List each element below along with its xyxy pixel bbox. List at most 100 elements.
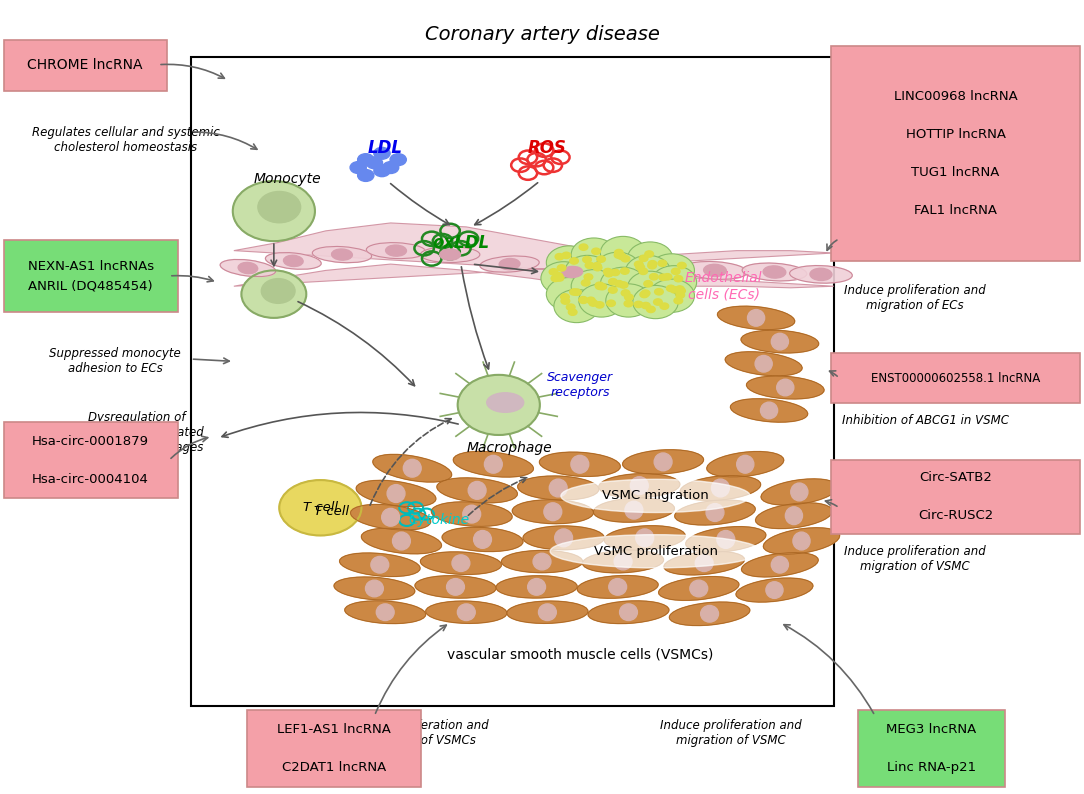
Ellipse shape — [339, 553, 420, 576]
Ellipse shape — [220, 260, 275, 276]
Ellipse shape — [737, 455, 753, 473]
Text: MEG3 lncRNA

Linc RNA-p21: MEG3 lncRNA Linc RNA-p21 — [886, 723, 977, 774]
Ellipse shape — [485, 455, 502, 473]
Text: VSMC proliferation: VSMC proliferation — [594, 545, 718, 558]
Ellipse shape — [480, 256, 539, 272]
Circle shape — [358, 170, 374, 181]
Circle shape — [625, 256, 671, 288]
Ellipse shape — [718, 306, 795, 330]
Text: NEXN-AS1 lncRNAs
ANRIL (DQ485454): NEXN-AS1 lncRNAs ANRIL (DQ485454) — [27, 260, 154, 292]
Ellipse shape — [731, 399, 808, 422]
Text: CHROME lncRNA: CHROME lncRNA — [27, 59, 143, 72]
Circle shape — [589, 300, 597, 306]
Ellipse shape — [386, 245, 406, 256]
Circle shape — [648, 260, 657, 267]
Ellipse shape — [680, 476, 761, 500]
Ellipse shape — [365, 580, 384, 597]
Ellipse shape — [421, 247, 480, 263]
Circle shape — [617, 253, 625, 260]
Ellipse shape — [622, 449, 704, 474]
Circle shape — [546, 246, 592, 279]
Ellipse shape — [468, 481, 486, 499]
Circle shape — [619, 282, 628, 288]
Circle shape — [675, 286, 684, 292]
Ellipse shape — [706, 503, 724, 522]
Text: Scavenger
receptors: Scavenger receptors — [546, 371, 612, 399]
Circle shape — [649, 274, 658, 280]
Circle shape — [586, 297, 595, 303]
Circle shape — [242, 271, 307, 318]
Ellipse shape — [615, 553, 632, 570]
Ellipse shape — [442, 527, 522, 552]
Circle shape — [678, 262, 686, 268]
Circle shape — [568, 309, 577, 315]
Ellipse shape — [533, 553, 551, 570]
Circle shape — [601, 237, 646, 270]
Ellipse shape — [810, 268, 831, 280]
Ellipse shape — [426, 601, 507, 623]
Circle shape — [640, 255, 648, 261]
Circle shape — [570, 258, 579, 264]
Text: Macrophage: Macrophage — [467, 441, 553, 456]
Circle shape — [390, 154, 406, 166]
Ellipse shape — [513, 499, 593, 523]
Ellipse shape — [674, 500, 756, 525]
Circle shape — [567, 304, 575, 310]
Circle shape — [383, 162, 399, 173]
FancyBboxPatch shape — [3, 422, 178, 499]
Ellipse shape — [238, 263, 258, 274]
Circle shape — [674, 298, 683, 304]
Ellipse shape — [392, 532, 411, 550]
Ellipse shape — [550, 479, 567, 497]
Circle shape — [562, 252, 570, 259]
Circle shape — [671, 268, 680, 275]
Ellipse shape — [555, 529, 572, 547]
Text: ENST00000602558.1 lncRNA: ENST00000602558.1 lncRNA — [870, 372, 1041, 384]
Text: Induce proliferation and
migration of VSMCs: Induce proliferation and migration of VS… — [347, 719, 489, 747]
Ellipse shape — [562, 267, 583, 278]
Ellipse shape — [440, 249, 461, 260]
Circle shape — [546, 278, 592, 310]
Circle shape — [571, 238, 617, 272]
Ellipse shape — [453, 452, 533, 477]
Ellipse shape — [741, 553, 818, 577]
Circle shape — [649, 279, 695, 312]
Ellipse shape — [636, 529, 654, 547]
Circle shape — [598, 283, 607, 290]
Circle shape — [640, 291, 648, 298]
Ellipse shape — [725, 352, 802, 376]
Ellipse shape — [447, 579, 464, 596]
Ellipse shape — [528, 579, 545, 596]
Ellipse shape — [598, 474, 680, 498]
Ellipse shape — [280, 480, 361, 535]
Circle shape — [658, 260, 667, 267]
Ellipse shape — [582, 550, 663, 572]
Circle shape — [634, 301, 643, 307]
Text: Induce proliferation and
migration of VSMC: Induce proliferation and migration of VS… — [844, 545, 985, 573]
Ellipse shape — [578, 576, 658, 598]
Circle shape — [601, 268, 646, 300]
Ellipse shape — [620, 604, 637, 621]
Ellipse shape — [437, 478, 517, 503]
Circle shape — [628, 242, 673, 276]
Circle shape — [608, 279, 617, 285]
Text: Induce proliferation and
migration of ECs: Induce proliferation and migration of EC… — [844, 284, 985, 312]
Circle shape — [607, 300, 616, 306]
Circle shape — [258, 191, 300, 223]
Circle shape — [615, 249, 623, 256]
Circle shape — [605, 271, 614, 277]
Circle shape — [646, 306, 655, 313]
FancyBboxPatch shape — [830, 47, 1081, 261]
Circle shape — [571, 270, 617, 303]
Ellipse shape — [717, 530, 735, 549]
Circle shape — [615, 252, 623, 258]
Ellipse shape — [345, 601, 426, 623]
Circle shape — [667, 285, 675, 291]
Circle shape — [621, 256, 630, 262]
Ellipse shape — [786, 507, 802, 525]
Ellipse shape — [609, 579, 627, 596]
Circle shape — [670, 287, 679, 293]
Circle shape — [457, 375, 540, 435]
Ellipse shape — [550, 534, 761, 568]
Ellipse shape — [452, 555, 469, 572]
